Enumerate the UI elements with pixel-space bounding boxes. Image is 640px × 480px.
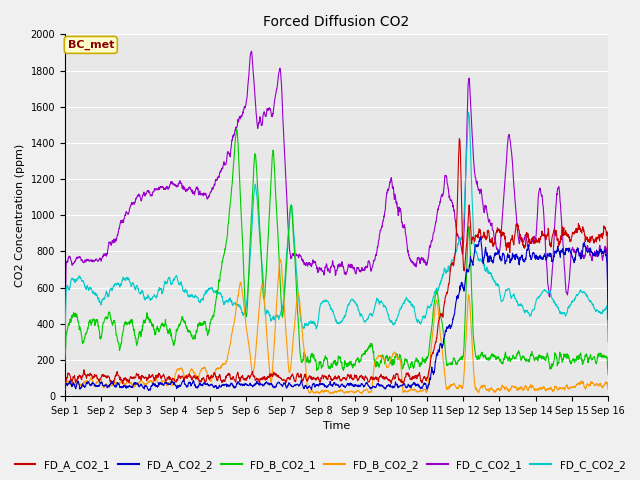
- Legend: FD_A_CO2_1, FD_A_CO2_2, FD_B_CO2_1, FD_B_CO2_2, FD_C_CO2_1, FD_C_CO2_2: FD_A_CO2_1, FD_A_CO2_2, FD_B_CO2_1, FD_B…: [10, 456, 630, 475]
- Title: Forced Diffusion CO2: Forced Diffusion CO2: [264, 15, 410, 29]
- Y-axis label: CO2 Concentration (ppm): CO2 Concentration (ppm): [15, 144, 25, 287]
- Text: BC_met: BC_met: [68, 40, 114, 50]
- X-axis label: Time: Time: [323, 421, 350, 432]
